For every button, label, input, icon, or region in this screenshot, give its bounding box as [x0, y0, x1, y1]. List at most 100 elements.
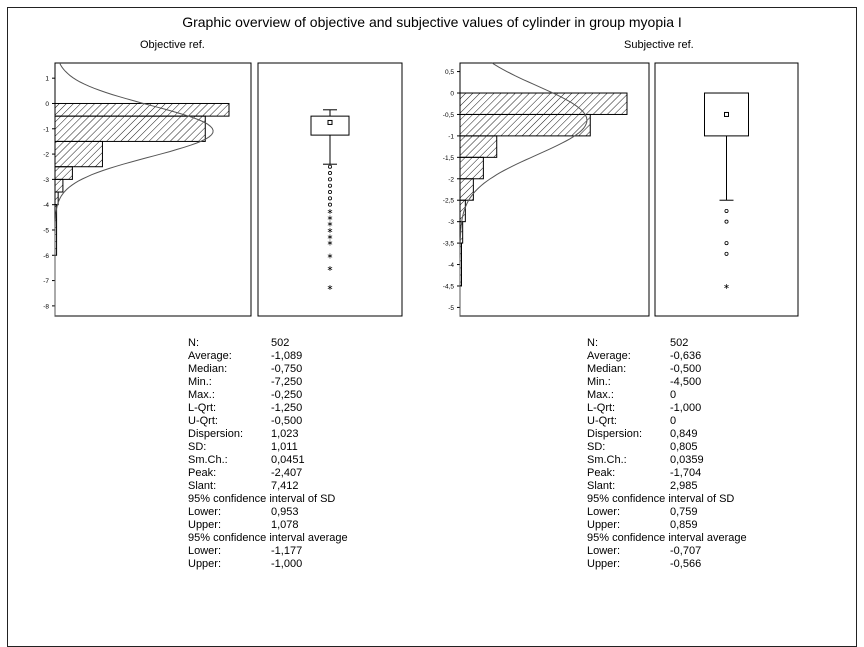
- stat-row: Sm.Ch.: 0,0451: [188, 454, 348, 467]
- stat-value: -1,000: [670, 402, 702, 414]
- stat-value: 2,985: [670, 480, 698, 492]
- histogram-bar: [459, 156, 484, 180]
- stat-key: 95% confidence interval of SD: [188, 493, 336, 505]
- stat-row: N: 502: [188, 337, 348, 350]
- outlier-star: ∗: [327, 213, 334, 222]
- histogram-bar: [459, 178, 474, 201]
- stat-row: Peak: -1,704: [587, 467, 747, 480]
- stat-row: U-Qrt: -0,500: [188, 415, 348, 428]
- y-tick-label: -1: [448, 133, 454, 140]
- stat-value: 0: [670, 389, 677, 401]
- stat-key: N:: [188, 337, 199, 349]
- outlier-star: ∗: [327, 220, 334, 229]
- stat-row: U-Qrt: 0: [587, 415, 747, 428]
- y-tick-label: -4: [43, 202, 49, 209]
- stat-value: -1,250: [271, 402, 303, 414]
- histogram-bar: [54, 140, 103, 168]
- stat-key: Upper:: [188, 519, 222, 531]
- stat-row: Slant: 7,412: [188, 480, 348, 493]
- stat-key: 95% confidence interval average: [188, 532, 348, 544]
- y-tick-label: -1,5: [443, 155, 455, 162]
- outlier-circle: [327, 164, 332, 169]
- stat-row: Dispersion: 0,849: [587, 428, 747, 441]
- stat-value: -1,089: [271, 350, 303, 362]
- stat-row: Max.: -0,250: [188, 389, 348, 402]
- y-tick-label: -5: [43, 227, 49, 234]
- stat-key: N:: [587, 337, 598, 349]
- stat-key: Max.:: [587, 389, 614, 401]
- stat-row: Lower: -1,177: [188, 545, 348, 558]
- outlier-star: ∗: [327, 251, 334, 260]
- stat-value: 7,412: [271, 480, 299, 492]
- y-tick-label: -3: [448, 219, 454, 226]
- histogram-bar: [459, 113, 591, 137]
- y-tick-label: 0,5: [445, 69, 454, 76]
- outlier-circle: [327, 202, 332, 207]
- outlier-star: ∗: [327, 264, 334, 273]
- figure-title: Graphic overview of objective and subjec…: [182, 14, 682, 30]
- histogram-bar: [459, 92, 628, 115]
- stat-key: Slant:: [188, 480, 217, 492]
- y-tick-label: 1: [45, 76, 49, 83]
- stat-value: -0,707: [670, 545, 702, 557]
- stat-value: -2,407: [271, 467, 303, 479]
- stat-key: Median:: [188, 363, 228, 375]
- histogram-bar: [54, 178, 64, 193]
- subjective-label: Subjective ref.: [624, 39, 694, 51]
- stat-value: 0,759: [670, 506, 698, 518]
- stat-value: 0,0359: [670, 454, 704, 466]
- stat-key: Lower:: [587, 545, 621, 557]
- stat-row: Min.: -4,500: [587, 376, 747, 389]
- stat-value: -0,500: [271, 415, 303, 427]
- outlier-star: ∗: [723, 282, 730, 291]
- stat-value: 1,078: [271, 519, 299, 531]
- stat-row: Average: -0,636: [587, 350, 747, 363]
- stat-key: U-Qrt:: [587, 415, 617, 427]
- outlier-star: ∗: [327, 283, 334, 292]
- y-tick-label: -4: [448, 262, 454, 269]
- stat-row: 95% confidence interval of SD: [587, 493, 747, 506]
- outlier-star: ∗: [327, 232, 334, 241]
- y-tick-label: -2: [448, 176, 454, 183]
- stat-row: L-Qrt: -1,000: [587, 402, 747, 415]
- y-tick-label: -2: [43, 152, 49, 159]
- stat-value: 0: [670, 415, 677, 427]
- stat-key: Median:: [587, 363, 627, 375]
- stat-key: Upper:: [587, 558, 621, 570]
- stat-row: Max.: 0: [587, 389, 747, 402]
- y-tick-label: -7: [43, 278, 49, 285]
- stat-row: Slant: 2,985: [587, 480, 747, 493]
- stat-key: Slant:: [587, 480, 616, 492]
- histogram-bar: [459, 135, 498, 158]
- stat-value: 1,011: [271, 441, 298, 453]
- outlier-circle: [327, 190, 332, 195]
- stat-row: Upper: 1,078: [188, 519, 348, 532]
- stat-value: -1,177: [271, 545, 303, 557]
- stat-value: -1,000: [271, 558, 303, 570]
- stat-value: -0,566: [670, 558, 702, 570]
- outlier-star: ∗: [327, 207, 334, 216]
- stat-key: Peak:: [188, 467, 217, 479]
- stat-value: -0,500: [670, 363, 702, 375]
- stat-row: 95% confidence interval average: [587, 532, 747, 545]
- stat-row: Median: -0,500: [587, 363, 747, 376]
- y-tick-label: -6: [43, 253, 49, 260]
- stat-row: N: 502: [587, 337, 747, 350]
- stat-key: Sm.Ch.:: [587, 454, 627, 466]
- y-tick-label: 0: [450, 91, 454, 98]
- median-marker: [327, 119, 333, 125]
- stat-value: 0,859: [670, 519, 698, 531]
- stat-row: Peak: -2,407: [188, 467, 348, 480]
- page: Graphic overview of objective and subjec…: [7, 7, 857, 647]
- stat-value: -0,750: [271, 363, 303, 375]
- y-tick-label: -3,5: [443, 241, 455, 248]
- stat-key: SD:: [587, 441, 606, 453]
- y-tick-label: -5: [448, 305, 454, 312]
- stat-key: Dispersion:: [188, 428, 244, 440]
- subjective-stats: N: 502 Average: -0,636 Median: -0,500 Min.: -4,…: [587, 337, 747, 571]
- boxplot-frame: [654, 62, 799, 317]
- stat-row: Lower: 0,953: [188, 506, 348, 519]
- y-tick-label: -1: [43, 126, 49, 133]
- histogram-bar: [54, 102, 230, 117]
- stat-row: SD: 0,805: [587, 441, 747, 454]
